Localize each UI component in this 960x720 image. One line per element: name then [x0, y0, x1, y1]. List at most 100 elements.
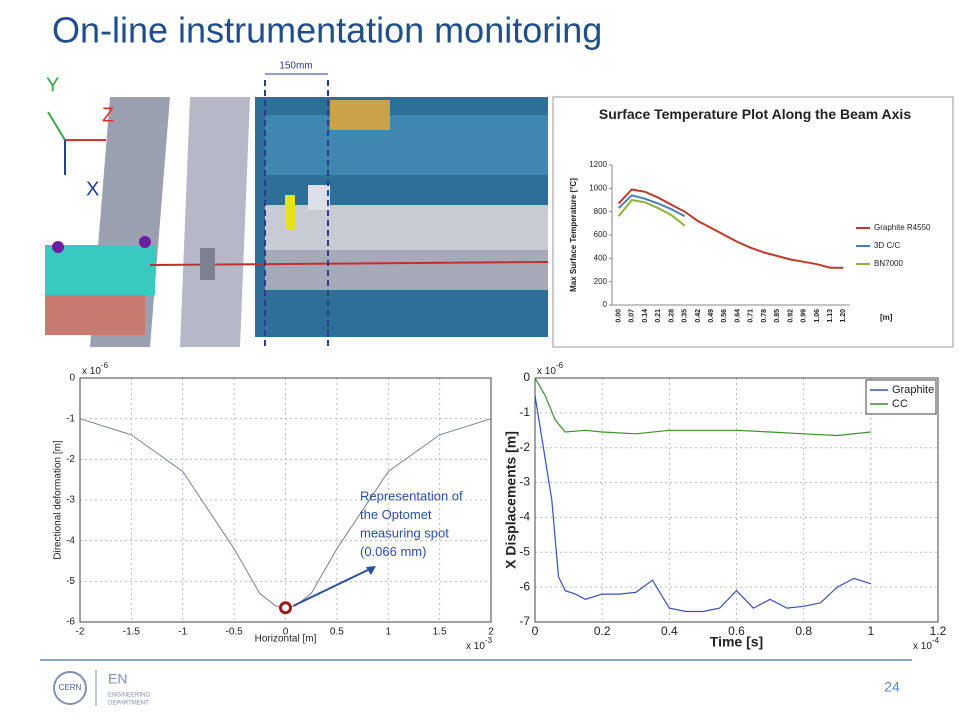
- axis-multiplier: x 10-4: [913, 636, 940, 652]
- y-tick-label: 0: [523, 370, 530, 384]
- y-tick-label: -3: [519, 475, 530, 489]
- x-axis-label: Horizontal [m]: [255, 634, 317, 645]
- x-tick-label: 0.2: [594, 624, 611, 638]
- axis-y-label: Y: [46, 74, 59, 96]
- multiplier-base: x 10: [537, 366, 556, 377]
- annotation-arrow: [293, 567, 373, 607]
- plot-border: [79, 377, 492, 623]
- x-tick-label: 0.14: [642, 309, 649, 323]
- y-tick-label: -2: [66, 454, 75, 465]
- y-tick-label: -1: [66, 413, 75, 424]
- y-axis-label: Directional deformation [m]: [53, 440, 64, 560]
- axis-multiplier: x 10-6: [537, 361, 564, 377]
- x-tick-label: 1.06: [814, 309, 821, 323]
- y-tick-label: 1200: [589, 160, 607, 169]
- x-tick-label: 1.5: [433, 627, 447, 638]
- logo-dept: DEPARTMENT: [108, 701, 149, 707]
- y-tick-label: 400: [594, 253, 608, 262]
- logo-ring: [53, 671, 87, 705]
- plot-border: [534, 377, 939, 623]
- legend-label: Graphite R4550: [874, 223, 931, 232]
- series-line: [617, 198, 686, 227]
- x-tick-label: 0.6: [728, 624, 745, 638]
- y-axis-label: Max Surface Temperature [°C]: [569, 178, 578, 292]
- x-tick-label: 0.21: [655, 309, 662, 323]
- multiplier-base: x 10: [913, 641, 932, 652]
- y-tick-label: 200: [594, 277, 608, 286]
- x-tick-label: 0.35: [682, 309, 689, 323]
- x-tick-label: 0.4: [661, 624, 678, 638]
- x-tick-label: 1.13: [827, 309, 834, 323]
- logo-cern: CERN: [59, 683, 82, 692]
- multiplier-base: x 10: [466, 641, 485, 652]
- x-tick-label: 0: [532, 624, 539, 638]
- y-tick-label: -5: [519, 544, 530, 558]
- annotation-spot: [279, 601, 292, 615]
- dimension-label: 150mm: [279, 61, 312, 72]
- cad-figure: [40, 73, 549, 347]
- axis-multiplier: x 10-6: [82, 361, 109, 377]
- y-tick-label: 600: [594, 230, 608, 239]
- x-tick-label: 1: [867, 624, 874, 638]
- x-tick-label: -0.5: [226, 627, 244, 638]
- axis-x-label: X: [86, 178, 99, 200]
- x-tick-label: 0.71: [748, 309, 755, 323]
- x-tick-label: 1: [385, 627, 391, 638]
- x-tick-label: 0.28: [668, 309, 675, 323]
- y-tick-label: 1000: [589, 183, 607, 192]
- x-tick-label: -1.5: [123, 627, 141, 638]
- annotation-text: measuring spot: [360, 525, 449, 540]
- x-tick-label: 2: [488, 627, 494, 638]
- y-tick-label: 0: [603, 300, 608, 309]
- logo-dept: ENGINEERING: [108, 693, 150, 699]
- multiplier-exponent: -6: [556, 361, 564, 370]
- x-tick-label: 0.99: [801, 309, 808, 323]
- x-tick-label: 0.49: [708, 309, 715, 323]
- legend-box: [865, 379, 937, 415]
- x-tick-label: -2: [76, 627, 85, 638]
- annotation-text: (0.066 mm): [360, 544, 426, 559]
- annotation-arrowhead: [366, 566, 376, 575]
- y-axis-label: X Displacements [m]: [503, 431, 519, 569]
- x-axis-label: Time [s]: [710, 634, 763, 650]
- x-tick-label: 0.00: [615, 309, 622, 323]
- y-tick-label: -6: [519, 579, 530, 593]
- legend-label: Graphite: [892, 384, 934, 396]
- multiplier-base: x 10: [82, 366, 101, 377]
- page-number: 24: [884, 679, 900, 695]
- x-tick-label: -1: [178, 627, 187, 638]
- multiplier-exponent: -6: [101, 361, 109, 370]
- x-tick-label: 0.07: [629, 309, 636, 323]
- x-tick-label: 0.42: [695, 309, 702, 323]
- x-unit: [m]: [880, 313, 893, 322]
- y-tick-label: -1: [519, 405, 530, 419]
- y-tick-label: 800: [594, 207, 608, 216]
- annotation-text: Representation of: [360, 488, 463, 503]
- legend-label: 3D C/C: [874, 241, 900, 250]
- x-tick-label: 0.85: [774, 309, 781, 323]
- chart-title: Surface Temperature Plot Along the Beam …: [598, 106, 912, 122]
- y-tick-label: -5: [66, 576, 75, 587]
- x-tick-label: 0.8: [795, 624, 812, 638]
- series-line: [534, 377, 871, 437]
- x-tick-label: 1.2: [930, 624, 947, 638]
- chart-title-box: Surface Temperature Plot Along the Beam …: [598, 106, 912, 122]
- annotation-text: the Optomet: [360, 507, 432, 522]
- x-tick-label: 1.20: [840, 309, 847, 323]
- y-tick-label: -7: [519, 614, 530, 628]
- x-tick-label: 0.92: [787, 309, 794, 323]
- legend-label: CC: [892, 398, 908, 410]
- logo-en: EN: [108, 671, 127, 687]
- x-tick-label: 0.56: [721, 309, 728, 323]
- axis-multiplier: x 10-3: [466, 636, 493, 652]
- series-line: [617, 188, 844, 269]
- y-tick-label: -4: [66, 535, 75, 546]
- y-tick-label: -2: [519, 440, 530, 454]
- y-tick-label: 0: [69, 373, 75, 384]
- x-tick-label: 0.78: [761, 309, 768, 323]
- x-tick-label: 0: [283, 627, 289, 638]
- multiplier-exponent: -4: [932, 636, 940, 645]
- series-line: [534, 395, 871, 613]
